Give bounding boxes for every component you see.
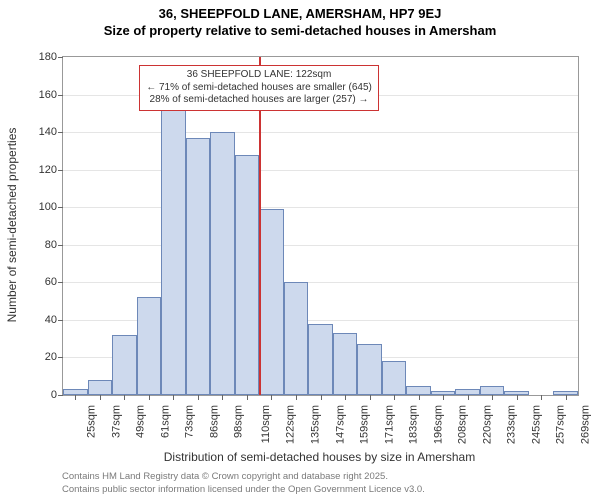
x-tick-label: 269sqm xyxy=(579,405,591,444)
x-tick-label: 208sqm xyxy=(457,405,469,444)
x-tick-mark xyxy=(541,395,542,400)
x-axis-label: Distribution of semi-detached houses by … xyxy=(62,450,577,464)
title-line-1: 36, SHEEPFOLD LANE, AMERSHAM, HP7 9EJ xyxy=(0,6,600,23)
x-tick-mark xyxy=(296,395,297,400)
y-tick-label: 0 xyxy=(51,389,63,401)
footer-attribution: Contains HM Land Registry data © Crown c… xyxy=(62,471,425,496)
x-tick-mark xyxy=(419,395,420,400)
annotation-line: ← 71% of semi-detached houses are smalle… xyxy=(146,82,372,95)
footer-line-2: Contains public sector information licen… xyxy=(62,484,425,496)
x-tick-mark xyxy=(124,395,125,400)
x-tick-label: 86sqm xyxy=(208,405,220,438)
histogram-bar xyxy=(333,333,358,395)
x-tick-mark xyxy=(517,395,518,400)
x-tick-mark xyxy=(468,395,469,400)
x-tick-mark xyxy=(321,395,322,400)
x-tick-mark xyxy=(394,395,395,400)
histogram-bar xyxy=(235,155,260,395)
y-tick-label: 100 xyxy=(39,201,63,213)
histogram-bar xyxy=(259,209,284,395)
histogram-bar xyxy=(406,386,431,395)
histogram-bar xyxy=(137,297,162,395)
x-tick-label: 159sqm xyxy=(359,405,371,444)
x-tick-label: 171sqm xyxy=(383,405,395,444)
footer-line-1: Contains HM Land Registry data © Crown c… xyxy=(62,471,425,483)
y-axis-label: Number of semi-detached properties xyxy=(5,128,19,323)
y-tick-label: 140 xyxy=(39,126,63,138)
x-tick-mark xyxy=(271,395,272,400)
x-tick-label: 25sqm xyxy=(86,405,98,438)
histogram-bar xyxy=(186,138,211,395)
histogram-bar xyxy=(308,324,333,395)
x-tick-label: 233sqm xyxy=(506,405,518,444)
y-tick-label: 40 xyxy=(45,314,63,326)
histogram-bar xyxy=(382,361,407,395)
x-tick-label: 49sqm xyxy=(135,405,147,438)
x-tick-mark xyxy=(198,395,199,400)
x-tick-label: 61sqm xyxy=(159,405,171,438)
x-tick-mark xyxy=(370,395,371,400)
x-tick-mark xyxy=(443,395,444,400)
x-tick-mark xyxy=(566,395,567,400)
grid-line xyxy=(63,282,578,283)
histogram-bar xyxy=(480,386,505,395)
x-tick-mark xyxy=(149,395,150,400)
x-tick-label: 220sqm xyxy=(481,405,493,444)
histogram-bar xyxy=(112,335,137,395)
x-tick-mark xyxy=(100,395,101,400)
grid-line xyxy=(63,207,578,208)
x-tick-label: 147sqm xyxy=(334,405,346,444)
x-tick-label: 110sqm xyxy=(260,405,272,443)
y-tick-label: 20 xyxy=(45,351,63,363)
y-tick-label: 180 xyxy=(39,51,63,63)
x-tick-label: 257sqm xyxy=(555,405,567,444)
grid-line xyxy=(63,245,578,246)
annotation-line: 36 SHEEPFOLD LANE: 122sqm xyxy=(146,69,372,82)
annotation-line: 28% of semi-detached houses are larger (… xyxy=(146,94,372,107)
title-line-2: Size of property relative to semi-detach… xyxy=(0,23,600,40)
plot-area: 02040608010012014016018025sqm37sqm49sqm6… xyxy=(62,56,579,396)
histogram-bar xyxy=(88,380,113,395)
histogram-bar xyxy=(210,132,235,395)
histogram-bar xyxy=(161,104,186,395)
x-tick-label: 245sqm xyxy=(530,405,542,444)
grid-line xyxy=(63,170,578,171)
annotation-box: 36 SHEEPFOLD LANE: 122sqm← 71% of semi-d… xyxy=(139,65,379,111)
x-tick-label: 135sqm xyxy=(310,405,322,444)
x-tick-label: 183sqm xyxy=(408,405,420,444)
x-tick-label: 73sqm xyxy=(184,405,196,438)
x-tick-mark xyxy=(247,395,248,400)
x-tick-mark xyxy=(75,395,76,400)
x-tick-label: 122sqm xyxy=(285,405,297,444)
x-tick-label: 98sqm xyxy=(233,405,245,438)
title-block: 36, SHEEPFOLD LANE, AMERSHAM, HP7 9EJ Si… xyxy=(0,0,600,40)
x-tick-label: 196sqm xyxy=(432,405,444,444)
y-tick-label: 80 xyxy=(45,239,63,251)
y-tick-label: 120 xyxy=(39,164,63,176)
x-tick-mark xyxy=(345,395,346,400)
x-tick-mark xyxy=(173,395,174,400)
y-tick-label: 60 xyxy=(45,276,63,288)
x-tick-mark xyxy=(222,395,223,400)
x-tick-label: 37sqm xyxy=(110,405,122,438)
histogram-bar xyxy=(284,282,309,395)
histogram-bar xyxy=(357,344,382,395)
grid-line xyxy=(63,132,578,133)
y-tick-label: 160 xyxy=(39,89,63,101)
chart-container: 36, SHEEPFOLD LANE, AMERSHAM, HP7 9EJ Si… xyxy=(0,0,600,500)
x-tick-mark xyxy=(492,395,493,400)
